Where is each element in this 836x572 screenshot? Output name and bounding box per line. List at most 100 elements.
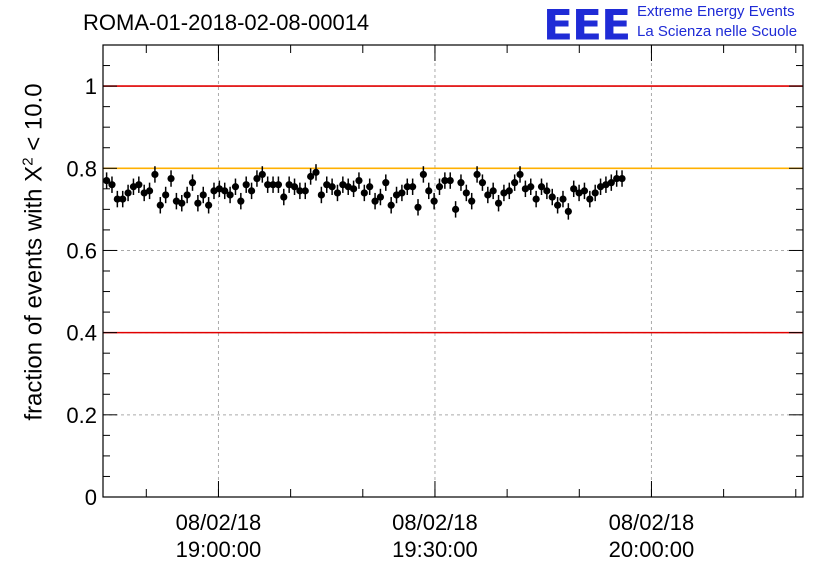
data-point [113,195,121,203]
y-tick-label: 0.6 [66,238,97,263]
data-point [564,207,572,216]
data-point [156,201,164,209]
data-point [124,189,132,197]
data-point [478,179,487,187]
data-point [376,193,385,201]
y-tick-label: 0.4 [66,321,97,346]
data-point [194,199,202,207]
data-point [446,177,454,185]
data-point [559,195,567,203]
x-tick-time-label: 19:00:00 [176,537,262,562]
data-point [371,197,379,205]
data-point [301,187,309,195]
data-point [387,201,395,209]
data-point [135,181,143,189]
eee-logo: EEE [543,1,631,50]
data-point [296,187,304,195]
data-point [145,187,154,195]
data-point [403,183,411,191]
logo-caption-line2: La Scienza nelle Scuole [637,23,798,40]
data-point [264,181,272,189]
data-point [231,183,240,191]
x-tick-time-label: 20:00:00 [609,537,695,562]
data-point [468,197,476,205]
data-point [511,179,519,187]
data-point [103,177,111,185]
data-point [494,199,503,207]
data-point [382,179,390,187]
x-tick-date-label: 08/02/18 [392,510,478,535]
data-point [307,172,315,181]
data-point [258,170,266,179]
data-point [274,181,283,189]
data-point [349,185,358,193]
data-point [188,179,197,187]
data-point [226,191,234,199]
data-point [435,183,444,191]
data-point [178,199,186,207]
data-point [489,187,497,195]
data-point [205,201,213,209]
y-axis-label-prefix: fraction of events with [20,181,48,421]
y-axis-label: fraction of events with X2 < 10.0 [20,83,49,420]
x-tick-date-label: 08/02/18 [176,510,262,535]
data-point [591,189,599,197]
data-point [119,195,127,203]
data-point [441,177,449,185]
data-point [618,174,626,183]
data-point [505,187,513,195]
data-point [162,191,170,199]
data-point [167,174,175,183]
data-point [280,193,288,201]
data-point [199,191,207,199]
data-point [151,170,159,179]
plot-frame [102,44,804,498]
data-point [543,187,551,195]
logo-caption-line1: Extreme Energy Events [637,3,795,20]
data-point [409,183,417,191]
y-axis-label-symbol: X [20,165,48,182]
data-point [554,201,562,209]
data-point [355,177,363,185]
data-point [269,181,277,189]
run-title: ROMA-01-2018-02-08-00014 [83,10,370,35]
data-point [317,191,325,199]
y-tick-label: 1 [85,74,97,99]
data-point [183,191,191,199]
data-point [398,189,406,197]
data-point [108,181,116,189]
data-point [516,170,524,179]
data-point [366,183,374,191]
y-axis-label-superscript: 2 [19,157,37,166]
y-tick-label: 0 [85,485,97,510]
data-point [360,189,368,197]
data-point [462,189,470,197]
y-tick-label: 0.2 [66,403,97,428]
data-point [613,174,621,183]
y-axis-label-suffix: < 10.0 [20,83,48,158]
data-point [253,174,261,183]
data-point [580,187,589,195]
y-tick-label: 0.8 [66,156,97,181]
data-point [237,197,245,205]
data-point [532,195,540,203]
data-point [527,183,535,191]
data-point [333,189,342,197]
data-point [473,170,481,179]
data-point [419,170,427,179]
x-tick-time-label: 19:30:00 [392,537,478,562]
data-point [247,187,256,195]
data-point [328,183,336,191]
data-point [221,187,229,195]
data-point [312,168,320,176]
data-point [607,179,615,187]
data-point [457,179,465,187]
data-point [430,197,438,205]
x-tick-date-label: 08/02/18 [609,510,695,535]
data-point [425,187,433,195]
data-point [570,185,578,193]
data-point [537,183,546,191]
data-point [290,183,299,191]
data-point [586,195,594,203]
data-point [414,203,422,211]
